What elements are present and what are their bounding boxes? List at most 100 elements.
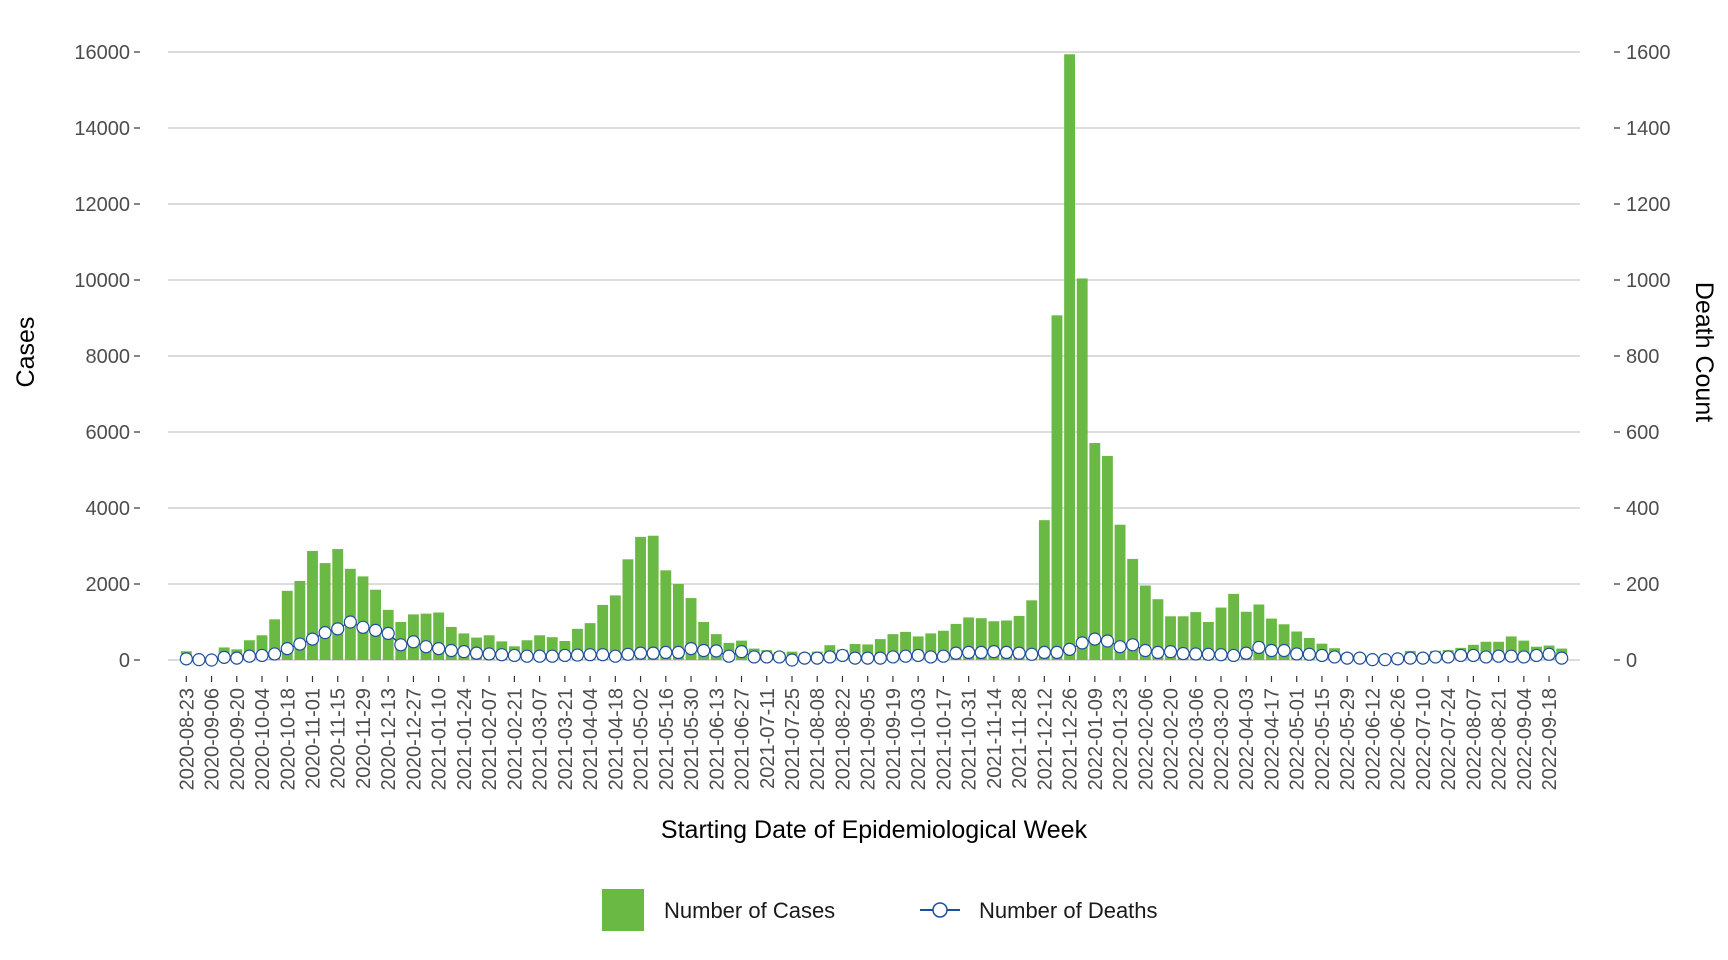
legend-cases-swatch — [602, 889, 644, 931]
case-bar — [1026, 600, 1038, 660]
death-point — [583, 648, 597, 662]
case-bar — [647, 535, 659, 660]
x-tick-label: 2021-03-21 — [555, 688, 577, 790]
death-point — [785, 653, 799, 667]
death-point — [520, 649, 534, 663]
x-tick-label: 2022-08-07 — [1463, 688, 1485, 790]
death-point — [368, 623, 383, 637]
case-bar — [1215, 607, 1227, 660]
case-bar — [445, 626, 457, 660]
case-bar — [963, 617, 975, 660]
x-tick-label: 2021-10-31 — [959, 688, 981, 790]
death-point — [1517, 650, 1531, 664]
death-point — [444, 643, 458, 658]
case-bar — [1228, 593, 1240, 660]
x-tick-label: 2021-04-04 — [580, 688, 602, 790]
left-tick-label: 2000 — [86, 574, 131, 596]
right-tick-label: 0 — [1626, 650, 1637, 672]
case-bar — [1089, 443, 1101, 660]
x-tick-label: 2022-01-23 — [1110, 688, 1132, 790]
death-point — [1189, 647, 1203, 661]
case-bar — [1051, 315, 1063, 660]
case-bar — [1038, 520, 1050, 660]
death-point — [823, 650, 837, 664]
death-point — [192, 653, 206, 667]
death-point — [999, 645, 1014, 660]
case-bar — [307, 550, 318, 660]
death-point — [1378, 653, 1392, 667]
left-axis-title: Cases — [12, 317, 40, 388]
death-point — [1075, 636, 1089, 650]
death-point — [898, 649, 913, 663]
death-point — [179, 652, 193, 666]
x-tick-label: 2022-07-10 — [1413, 688, 1435, 790]
left-tick-label: 12000 — [74, 194, 130, 216]
death-point — [469, 646, 484, 660]
x-tick-label: 2022-01-09 — [1085, 688, 1107, 790]
death-point — [1454, 648, 1468, 663]
death-point — [1302, 647, 1316, 661]
case-bar — [988, 621, 1000, 660]
death-point — [1504, 649, 1518, 663]
death-point — [432, 641, 446, 656]
death-point — [1428, 650, 1443, 664]
case-bar — [1013, 615, 1025, 660]
case-bar — [912, 636, 924, 660]
x-tick-label: 2021-09-19 — [883, 688, 905, 790]
death-point — [1391, 652, 1405, 666]
x-axis: 2020-08-23 2020-09-06 2020-09-20 2020-10-04… — [176, 676, 1561, 790]
death-point — [1340, 651, 1354, 665]
death-point — [1012, 646, 1026, 660]
case-bar — [572, 628, 583, 660]
death-point — [949, 646, 963, 660]
x-tick-label: 2022-06-26 — [1388, 688, 1410, 790]
death-point — [1252, 640, 1266, 655]
x-tick-label: 2022-04-03 — [1236, 688, 1258, 790]
case-bar — [1202, 622, 1214, 660]
death-point — [318, 626, 332, 640]
death-point — [633, 646, 648, 660]
death-point — [1037, 645, 1051, 660]
case-bar — [975, 618, 987, 660]
death-point — [1353, 651, 1367, 665]
death-point — [936, 649, 951, 663]
case-bar — [1114, 524, 1126, 660]
death-point — [1201, 647, 1215, 661]
x-tick-label: 2020-10-18 — [277, 688, 299, 790]
death-point — [230, 651, 244, 665]
case-bar — [698, 622, 710, 660]
death-point — [1416, 651, 1430, 665]
death-point — [406, 635, 421, 649]
case-bar — [1253, 604, 1265, 660]
death-point — [1100, 634, 1115, 648]
death-point — [293, 637, 307, 651]
x-tick-label: 2020-11-29 — [353, 688, 375, 789]
x-tick-label: 2022-09-04 — [1514, 688, 1536, 790]
death-point — [848, 651, 862, 665]
death-point — [1176, 646, 1190, 661]
death-point — [1555, 651, 1569, 665]
x-tick-label: 2021-06-13 — [706, 688, 728, 790]
legend-cases-label: Number of Cases — [664, 898, 835, 923]
x-tick-label: 2022-05-01 — [1287, 688, 1309, 790]
case-bar — [1127, 558, 1139, 660]
case-bar — [609, 595, 621, 660]
x-tick-label: 2021-04-18 — [605, 688, 627, 790]
x-tick-label: 2021-07-25 — [782, 688, 804, 790]
case-bar — [1177, 616, 1189, 660]
case-bar — [584, 623, 596, 660]
case-bar — [900, 631, 911, 660]
death-point — [1479, 650, 1493, 664]
death-point — [558, 648, 572, 663]
death-point — [570, 648, 585, 662]
death-point — [772, 650, 786, 664]
case-bar — [1518, 640, 1530, 660]
case-bar — [685, 598, 697, 660]
death-point — [974, 645, 988, 660]
left-tick-label: 0 — [119, 650, 130, 672]
death-point — [1441, 650, 1455, 664]
death-point — [331, 622, 345, 636]
death-line — [179, 615, 1569, 667]
